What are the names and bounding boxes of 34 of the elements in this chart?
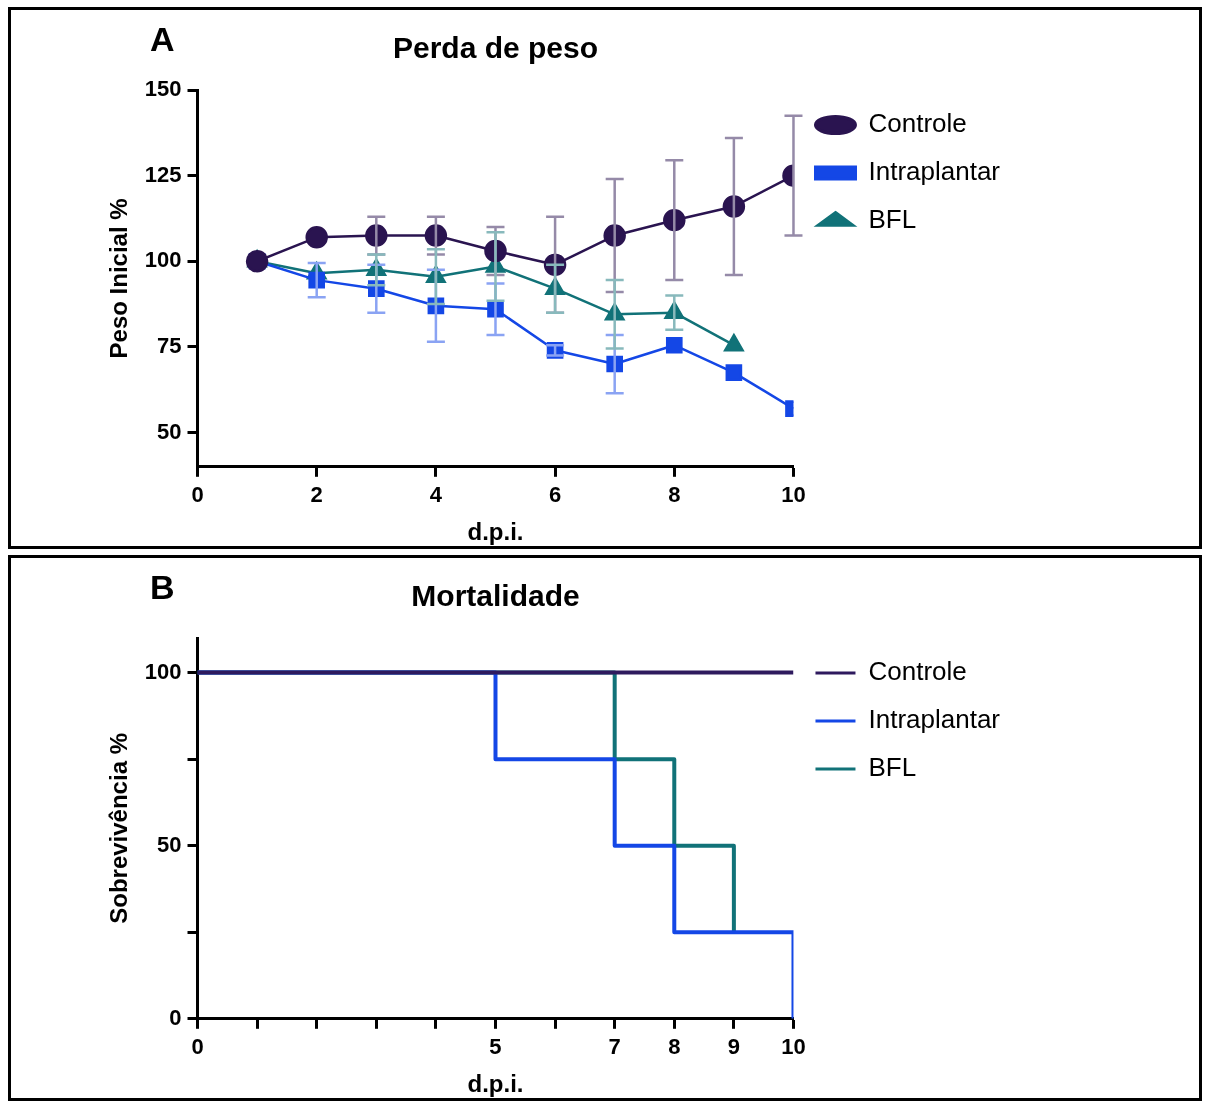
x-tick-label: 0 [191, 1034, 204, 1060]
x-tick-label: 6 [548, 482, 562, 508]
text: B [150, 568, 175, 607]
legend-label: Intraplantar [868, 704, 1001, 735]
y-tick-label: 0 [169, 1004, 182, 1030]
legend-label: Controle [868, 656, 967, 687]
y-tick-label: 100 [144, 658, 182, 684]
x-tick-label: 8 [668, 1034, 681, 1060]
y-tick-label: 50 [157, 418, 182, 444]
x-tick-label: 10 [781, 1034, 806, 1060]
y-tick-label: 75 [157, 332, 182, 358]
x-tick-label: 10 [781, 482, 806, 508]
x-tick-label: 9 [727, 1034, 740, 1060]
x-tick-label: 4 [429, 482, 443, 508]
legend-label: Intraplantar [868, 156, 1001, 187]
y-tick-label: 50 [157, 831, 182, 857]
x-tick-label: 2 [310, 482, 323, 508]
legend-label: Controle [868, 108, 967, 139]
x-axis-title: d.p.i. [467, 1070, 524, 1098]
x-tick-label: 7 [608, 1034, 621, 1060]
chart-title: Perda de peso [392, 31, 599, 65]
text: A [150, 20, 175, 59]
legend-label: BFL [868, 204, 917, 235]
x-axis-title: d.p.i. [467, 518, 524, 546]
y-tick-label: 100 [144, 247, 182, 273]
x-tick-label: 0 [191, 482, 204, 508]
y-tick-label: 150 [144, 76, 182, 102]
legend-label: BFL [868, 752, 917, 783]
y-axis-title: Peso Inicial % [105, 198, 133, 359]
y-tick-label: 125 [144, 161, 182, 187]
chart-title: Mortalidade [411, 579, 580, 613]
y-axis-title: Sobrevivência % [105, 733, 133, 924]
x-tick-label: 5 [489, 1034, 502, 1060]
x-tick-label: 8 [668, 482, 681, 508]
